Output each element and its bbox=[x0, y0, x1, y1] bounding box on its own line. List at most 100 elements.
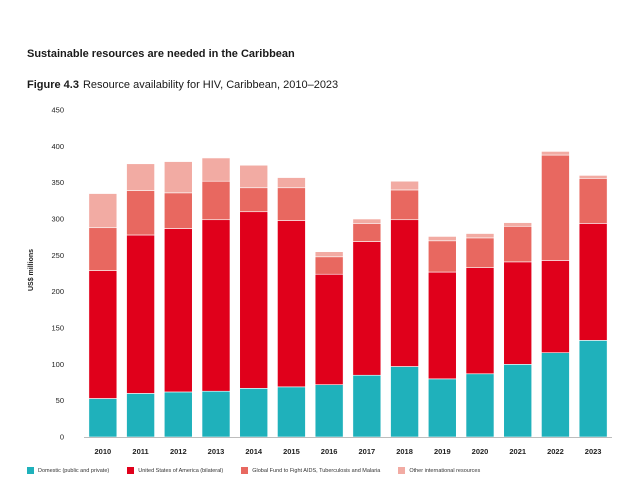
y-tick-label: 400 bbox=[51, 142, 64, 151]
bar-stack-2018 bbox=[390, 180, 419, 438]
bar-stack-2017 bbox=[352, 218, 382, 438]
bar-segment-2017-2 bbox=[352, 223, 382, 242]
bar-segment-2019-0 bbox=[427, 378, 457, 438]
x-tick-label: 2011 bbox=[132, 447, 148, 456]
bar-stack-2011 bbox=[126, 163, 155, 438]
y-tick-label: 250 bbox=[51, 251, 64, 260]
y-axis: 0 50 100 150 200 250 300 350 400 450 bbox=[51, 106, 64, 442]
legend-label: Domestic (public and private) bbox=[38, 467, 110, 474]
bar-stack-2021 bbox=[503, 222, 533, 438]
x-tick-label: 2012 bbox=[170, 447, 187, 456]
y-tick-label: 450 bbox=[51, 106, 64, 115]
y-tick-label: 300 bbox=[51, 215, 64, 224]
bar-segment-2023-3 bbox=[578, 175, 608, 179]
x-tick-label: 2016 bbox=[321, 447, 338, 456]
bar-segment-2021-0 bbox=[503, 364, 533, 438]
bar-segment-2018-2 bbox=[390, 189, 419, 221]
bar-segment-2023-0 bbox=[578, 340, 608, 438]
bar-segment-2013-2 bbox=[201, 180, 231, 221]
bar-segment-2017-0 bbox=[352, 374, 382, 438]
bar-segment-2020-0 bbox=[465, 373, 495, 438]
bar-stack-2022 bbox=[541, 151, 570, 438]
bar-segment-2011-1 bbox=[126, 234, 155, 394]
x-tick-label: 2013 bbox=[208, 447, 225, 456]
legend-swatch bbox=[241, 467, 249, 474]
bar-segment-2010-1 bbox=[88, 270, 118, 399]
bar-segment-2019-3 bbox=[427, 236, 457, 242]
legend-label: Other international resources bbox=[409, 467, 481, 474]
bar-segment-2016-3 bbox=[314, 251, 344, 258]
legend-label: Global Fund to Fight AIDS, Tuberculosis … bbox=[252, 467, 381, 474]
x-tick-label: 2023 bbox=[585, 447, 602, 456]
y-axis-title: US$ millions bbox=[28, 249, 35, 291]
bar-segment-2012-2 bbox=[163, 192, 193, 229]
bar-segment-2016-0 bbox=[314, 384, 344, 438]
legend-item: Global Fund to Fight AIDS, Tuberculosis … bbox=[241, 467, 380, 474]
bar-segment-2012-3 bbox=[163, 161, 193, 194]
section-heading: Sustainable resources are needed in the … bbox=[27, 48, 295, 60]
x-tick-label: 2021 bbox=[509, 447, 526, 456]
y-tick-label: 100 bbox=[51, 360, 64, 369]
bar-segment-2019-2 bbox=[427, 240, 457, 273]
bar-segment-2022-1 bbox=[541, 260, 570, 354]
legend-item: United States of America (bilateral) bbox=[127, 467, 223, 474]
bar-segment-2022-0 bbox=[541, 352, 570, 438]
y-tick-label: 200 bbox=[51, 287, 64, 296]
bar-segment-2011-3 bbox=[126, 163, 155, 191]
x-tick-label: 2010 bbox=[95, 447, 112, 456]
figure-number: Figure 4.3 bbox=[27, 79, 79, 91]
bar-stack-2020 bbox=[465, 233, 495, 438]
bar-segment-2014-2 bbox=[239, 187, 269, 213]
y-tick-label: 50 bbox=[56, 396, 64, 405]
bar-segment-2013-1 bbox=[201, 219, 231, 392]
bar-segment-2020-3 bbox=[465, 233, 495, 239]
x-tick-label: 2018 bbox=[396, 447, 413, 456]
y-tick-label: 150 bbox=[51, 324, 64, 333]
bar-segment-2015-2 bbox=[277, 187, 306, 221]
bar-stack-2013 bbox=[201, 157, 231, 438]
bar-segment-2010-0 bbox=[88, 398, 118, 438]
bar-stack-2019 bbox=[427, 236, 457, 438]
bar-segment-2013-0 bbox=[201, 390, 231, 438]
bar-segment-2010-3 bbox=[88, 193, 118, 229]
bar-segment-2018-1 bbox=[390, 219, 419, 367]
bar-segment-2014-0 bbox=[239, 388, 269, 438]
bars bbox=[88, 151, 608, 438]
x-tick-label: 2019 bbox=[434, 447, 451, 456]
bar-segment-2021-2 bbox=[503, 225, 533, 263]
bar-segment-2020-1 bbox=[465, 267, 495, 375]
bar-segment-2018-0 bbox=[390, 366, 419, 438]
bar-stack-2010 bbox=[88, 193, 118, 438]
bar-segment-2021-3 bbox=[503, 222, 533, 227]
legend-swatch bbox=[127, 467, 135, 474]
bar-stack-2016 bbox=[314, 251, 344, 438]
legend-label: United States of America (bilateral) bbox=[138, 467, 224, 474]
bar-segment-2023-2 bbox=[578, 178, 608, 224]
bar-segment-2011-0 bbox=[126, 393, 155, 438]
bar-stack-2015 bbox=[277, 177, 306, 438]
legend-item: Other international resources bbox=[398, 467, 480, 474]
bar-segment-2018-3 bbox=[390, 180, 419, 191]
chart-legend: Domestic (public and private) United Stat… bbox=[27, 467, 498, 474]
legend-swatch bbox=[398, 467, 406, 474]
bar-segment-2015-3 bbox=[277, 177, 306, 189]
bar-stack-2012 bbox=[163, 161, 193, 438]
bar-segment-2013-3 bbox=[201, 157, 231, 182]
bar-segment-2016-2 bbox=[314, 256, 344, 275]
bar-segment-2017-1 bbox=[352, 241, 382, 376]
bar-segment-2017-3 bbox=[352, 218, 382, 224]
figure-caption: Resource availability for HIV, Caribbean… bbox=[82, 79, 339, 91]
figure-title: Figure 4.3 Resource availability for HIV,… bbox=[27, 79, 338, 91]
x-axis: 2010 2011 2012 2013 2014 2015 2016 2017 2018 2019… bbox=[84, 437, 612, 456]
x-tick-label: 2022 bbox=[547, 447, 564, 456]
bar-segment-2022-2 bbox=[541, 154, 570, 261]
bar-segment-2012-0 bbox=[163, 391, 193, 438]
legend-swatch bbox=[27, 467, 34, 474]
bar-segment-2022-3 bbox=[541, 151, 570, 156]
bar-segment-2020-2 bbox=[465, 237, 495, 268]
bar-segment-2016-1 bbox=[314, 273, 344, 385]
bar-segment-2014-1 bbox=[239, 211, 269, 389]
bar-segment-2023-1 bbox=[578, 223, 608, 341]
legend-item: Domestic (public and private) bbox=[27, 467, 109, 474]
